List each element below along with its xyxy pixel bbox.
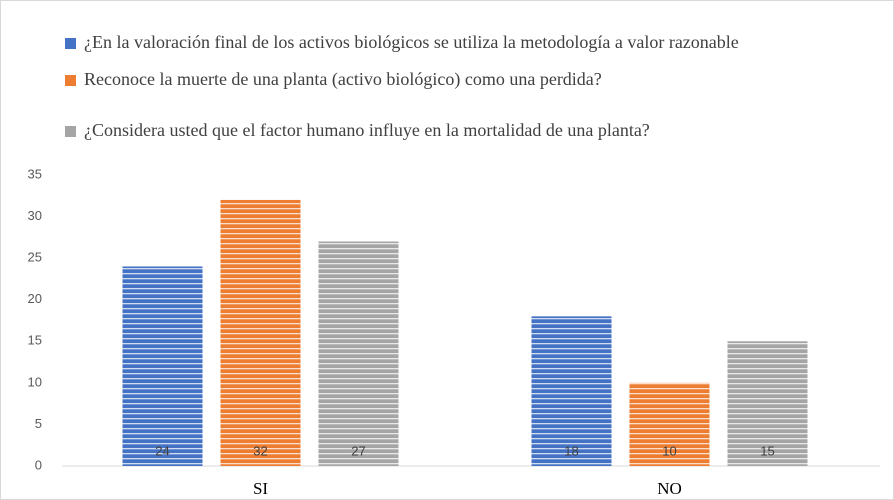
- data-label: 18: [564, 443, 578, 458]
- legend-swatch: [65, 38, 76, 49]
- data-label: 15: [760, 443, 774, 458]
- y-tick-label: 25: [28, 250, 42, 265]
- bar: [531, 316, 612, 466]
- data-label: 10: [662, 443, 676, 458]
- y-tick-label: 10: [28, 374, 42, 389]
- data-label: 32: [253, 443, 267, 458]
- legend-swatch: [65, 126, 76, 137]
- x-tick-label: NO: [657, 479, 682, 498]
- legend-item: Reconoce la muerte de una planta (activo…: [62, 69, 852, 90]
- bar: [318, 241, 399, 466]
- legend-item: ¿En la valoración final de los activos b…: [62, 32, 852, 53]
- legend-item: ¿Considera usted que el factor humano in…: [62, 120, 852, 141]
- bar: [727, 341, 808, 466]
- y-tick-label: 0: [35, 457, 42, 472]
- x-tick-label: SI: [253, 479, 268, 498]
- bar: [220, 199, 301, 466]
- legend-label: ¿Considera usted que el factor humano in…: [84, 120, 650, 140]
- y-tick-label: 20: [28, 291, 42, 306]
- y-tick-label: 35: [28, 166, 42, 181]
- legend-label: Reconoce la muerte de una planta (activo…: [84, 69, 602, 89]
- y-tick-label: 5: [35, 416, 42, 431]
- bar: [629, 382, 710, 466]
- legend-swatch: [65, 75, 76, 86]
- y-tick-label: 30: [28, 208, 42, 223]
- y-tick-label: 15: [28, 333, 42, 348]
- legend: ¿En la valoración final de los activos b…: [62, 32, 852, 157]
- data-label: 27: [351, 443, 365, 458]
- legend-label: ¿En la valoración final de los activos b…: [84, 32, 739, 52]
- data-label: 24: [155, 443, 169, 458]
- bar: [122, 266, 203, 466]
